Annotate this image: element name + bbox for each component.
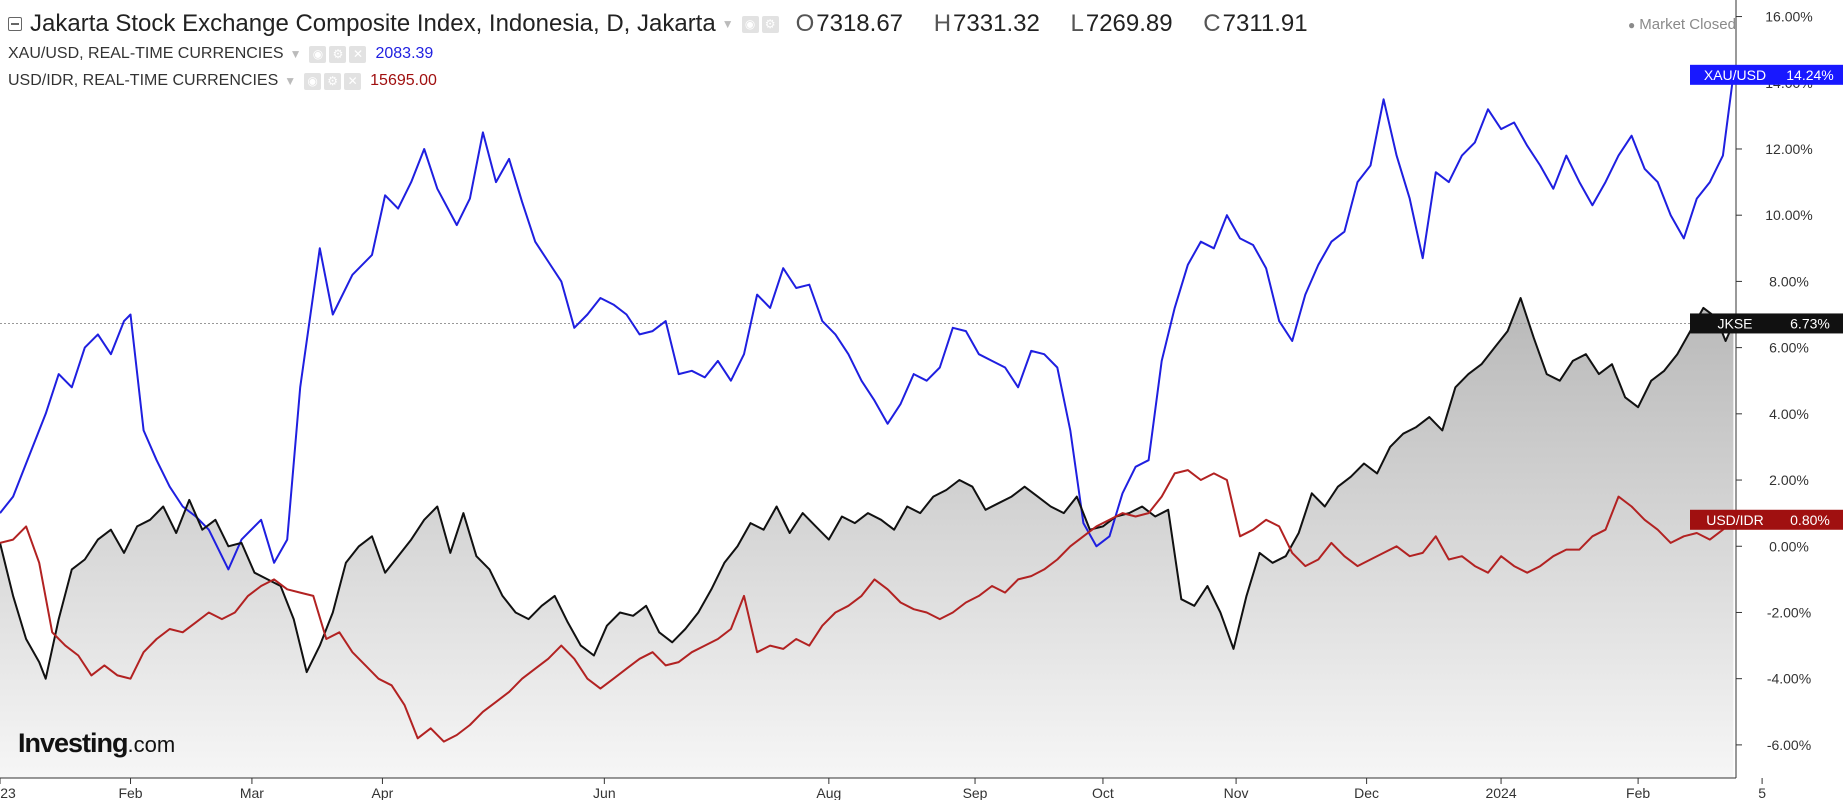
y-tick-label: -2.00% [1767, 604, 1811, 620]
logo-suffix: .com [127, 732, 176, 757]
x-tick-label: Sep [963, 785, 988, 800]
eye-icon[interactable]: ◉ [309, 45, 327, 63]
high-key: H [933, 10, 952, 37]
x-tick-label: Nov [1224, 785, 1249, 800]
badge-value: 14.24% [1786, 67, 1833, 83]
eye-icon[interactable]: ◉ [304, 72, 322, 90]
collapse-icon[interactable] [8, 17, 22, 31]
eye-icon[interactable]: ◉ [741, 15, 759, 33]
y-tick-label: 2.00% [1769, 472, 1809, 488]
market-status-label: Market Closed [1639, 16, 1736, 33]
series-line-xau-usd [0, 74, 1735, 571]
market-status: ● Market Closed [1628, 16, 1736, 33]
x-tick-label: Apr [372, 785, 394, 800]
comparison-label-xau: XAU/USD, REAL-TIME CURRENCIES [8, 45, 284, 62]
x-tick-label: Aug [816, 785, 841, 800]
x-tick-label: Mar [240, 785, 264, 800]
close-icon[interactable]: ✕ [344, 72, 362, 90]
badge-value: 0.80% [1790, 512, 1830, 528]
settings-icon[interactable]: ⚙ [329, 45, 347, 63]
close-value: 7311.91 [1222, 10, 1308, 37]
x-tick-label: 23 [0, 785, 16, 800]
status-dot-icon: ● [1628, 18, 1636, 32]
ohlc-readout: O7318.67 H7331.32 L7269.89 C7311.91 [796, 10, 1332, 38]
y-tick-label: 8.00% [1769, 273, 1809, 289]
investing-logo: Investing.com [18, 728, 175, 759]
badge-background [1690, 509, 1843, 530]
open-value: 7318.67 [816, 10, 904, 37]
close-icon[interactable]: ✕ [349, 45, 367, 63]
y-tick-label: 10.00% [1765, 207, 1812, 223]
low-key: L [1070, 10, 1084, 37]
chevron-down-icon[interactable]: ▼ [284, 74, 297, 88]
y-tick-label: 16.00% [1765, 9, 1812, 25]
y-tick-label: 0.00% [1769, 538, 1809, 554]
logo-brand: Investing [18, 728, 129, 758]
x-tick-label: Dec [1354, 785, 1379, 800]
badge-series-name: JKSE [1717, 315, 1752, 331]
settings-icon[interactable]: ⚙ [761, 15, 779, 33]
series-area-jkse [0, 298, 1734, 778]
x-tick-label: Feb [1626, 785, 1650, 800]
chevron-down-icon[interactable]: ▼ [289, 47, 302, 61]
badge-background [1690, 64, 1843, 85]
series-line-usd-idr [0, 469, 1735, 743]
chevron-down-icon[interactable]: ▼ [721, 17, 734, 31]
series-line-jkse [0, 297, 1735, 680]
y-tick-label: 6.00% [1769, 340, 1809, 356]
x-tick-label: Jun [593, 785, 616, 800]
y-tick-label: 4.00% [1769, 406, 1809, 422]
x-tick-label: Oct [1092, 785, 1114, 800]
x-tick-label: Feb [118, 785, 142, 800]
chart-title: Jakarta Stock Exchange Composite Index, … [30, 10, 716, 37]
x-tick-label: 2024 [1485, 785, 1516, 800]
comparison-value-idr: 15695.00 [370, 72, 437, 89]
y-tick-label: -6.00% [1767, 737, 1811, 753]
comparison-value-xau: 2083.39 [375, 45, 434, 62]
last-value-badge-usd-idr: USD/IDR 0.80% [1690, 509, 1843, 530]
comparison-row-xau: XAU/USD, REAL-TIME CURRENCIES ▼ ◉ ⚙ ✕ 20… [8, 45, 433, 63]
settings-icon[interactable]: ⚙ [324, 72, 342, 90]
x-tick-label: 5 [1758, 785, 1766, 800]
comparison-row-idr: USD/IDR, REAL-TIME CURRENCIES ▼ ◉ ⚙ ✕ 15… [8, 72, 437, 90]
badge-series-name: USD/IDR [1706, 512, 1764, 528]
comparison-label-idr: USD/IDR, REAL-TIME CURRENCIES [8, 72, 279, 89]
chart-header: Jakarta Stock Exchange Composite Index, … [8, 10, 1332, 38]
close-key: C [1203, 10, 1221, 37]
badge-series-name: XAU/USD [1704, 67, 1766, 83]
high-value: 7331.32 [953, 10, 1040, 37]
badge-background [1690, 313, 1843, 334]
last-value-badge-xau-usd: XAU/USD 14.24% [1690, 64, 1843, 85]
badge-value: 6.73% [1790, 315, 1830, 331]
last-value-badge-jkse: JKSE 6.73% [1690, 313, 1843, 334]
open-key: O [795, 10, 815, 37]
low-value: 7269.89 [1085, 10, 1173, 37]
y-tick-label: 12.00% [1765, 141, 1812, 157]
y-tick-label: -4.00% [1767, 671, 1811, 687]
